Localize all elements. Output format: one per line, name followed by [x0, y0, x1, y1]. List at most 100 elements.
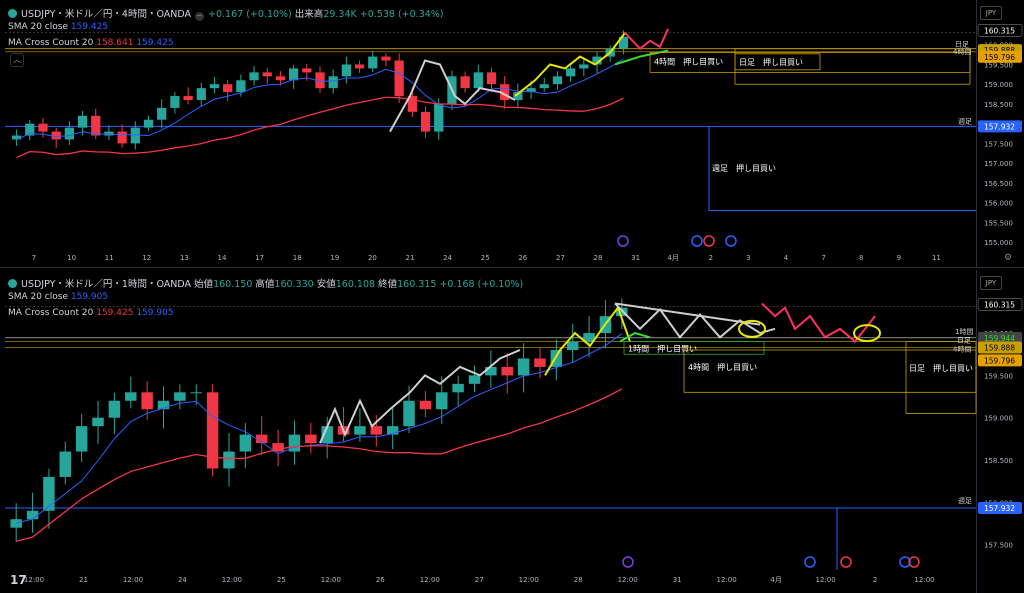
sma-legend[interactable]: SMA 20 close 159.425: [8, 22, 108, 32]
x-tick-label: 31: [631, 254, 640, 262]
currency-button[interactable]: JPY: [980, 276, 1002, 290]
candle-body: [206, 392, 219, 469]
candle-body: [460, 76, 470, 89]
candle-body: [468, 375, 481, 384]
candle-body: [239, 434, 252, 452]
y-tick-label: 159.500: [984, 372, 1013, 380]
symbol-icon: [8, 279, 17, 288]
price-tag-label: 160.315: [984, 26, 1015, 35]
price-change: +0.167 (+0.10%): [208, 9, 292, 20]
candle-body: [288, 434, 301, 452]
ma-cross-value-1: 159.425: [96, 308, 134, 318]
yellow-circle-marker: [853, 324, 881, 343]
candle-body: [550, 350, 563, 367]
y-tick-label: 156.000: [984, 200, 1013, 208]
candle-body: [386, 426, 399, 435]
candle-body: [157, 400, 170, 410]
candle-body: [255, 434, 268, 444]
candle-body: [486, 72, 497, 85]
symbol-title: USDJPY・米ドル／円・1時間・OANDA: [21, 279, 192, 290]
candle-body: [566, 341, 579, 350]
candle-body: [51, 131, 61, 140]
x-tick-label: 10: [67, 254, 76, 262]
x-tick-label: 3: [746, 254, 750, 262]
candle-body: [302, 68, 312, 73]
collapse-legend-icon[interactable]: ︿: [10, 53, 24, 67]
candle-body: [170, 96, 180, 108]
sma-legend[interactable]: SMA 20 close 159.905: [8, 292, 108, 302]
price-tag-label: 159.796: [984, 53, 1015, 62]
price-tag-label: 157.932: [984, 122, 1015, 131]
y-tick-label: 158.500: [984, 101, 1013, 109]
symbol-icon: [8, 9, 17, 18]
candle-body: [370, 426, 383, 435]
close-value: 160.315: [397, 279, 437, 290]
x-tick-label: 24: [443, 254, 452, 262]
visibility-icon[interactable]: −: [195, 12, 205, 21]
x-tick-label: 9: [897, 254, 901, 262]
price-tag: [978, 354, 1022, 367]
chart-canvas-1h[interactable]: 160.300160.000159.500159.000158.500158.0…: [0, 270, 1024, 593]
sma-value: 159.905: [70, 292, 109, 302]
y-tick-label: 155.500: [984, 219, 1013, 227]
x-tick-label: 12:00: [321, 576, 341, 584]
chart-canvas-4h[interactable]: 160.000159.500159.000158.500158.000157.5…: [0, 0, 1024, 268]
candle-body: [539, 84, 549, 89]
legend-symbol-row: USDJPY・米ドル／円・1時間・OANDA 始値160.150 高値160.3…: [8, 276, 523, 290]
price-tag-label: 159.888: [984, 46, 1015, 55]
price-tag: [977, 24, 1023, 37]
yellow-circle-marker: [738, 319, 766, 338]
white-forecast-line: [614, 302, 776, 339]
candle-body: [618, 36, 629, 49]
daily-buy-label-box: [734, 53, 821, 71]
white-wave-line: [319, 349, 521, 444]
y-tick-label: 157.500: [984, 542, 1013, 550]
candle-body: [501, 366, 513, 376]
candle-body: [354, 64, 365, 69]
ma-cross-value-1: 158.641: [96, 38, 134, 48]
green-wave-line: [619, 332, 651, 343]
currency-button[interactable]: JPY: [980, 6, 1002, 20]
x-tick-label: 12:00: [815, 576, 835, 584]
ma-cross-legend[interactable]: MA Cross Count 20 158.641 159.425: [8, 38, 174, 48]
price-change: +0.168 (+0.10%): [439, 279, 524, 290]
candle-body: [579, 64, 589, 69]
candle-body: [473, 72, 483, 89]
x-tick-label: 12: [142, 254, 151, 262]
candle-body: [236, 80, 246, 93]
candle-body: [419, 400, 432, 410]
4h-buy-label: 4時間 押し目買い: [688, 362, 757, 372]
price-tag: [978, 120, 1022, 133]
candle-body: [566, 68, 576, 77]
event-marker-icon: [703, 235, 715, 247]
price-tag-label: 157.932: [984, 504, 1015, 513]
chart-pane-1h[interactable]: USDJPY・米ドル／円・1時間・OANDA 始値160.150 高値160.3…: [0, 270, 1024, 593]
weekly-line-label: 週足: [958, 116, 972, 125]
event-marker-icon: [691, 235, 703, 247]
price-axis[interactable]: [976, 270, 1024, 593]
ma-cross-legend[interactable]: MA Cross Count 20 159.425 159.905: [8, 308, 174, 318]
ma-cross-line: [16, 388, 623, 542]
candle-body: [583, 333, 595, 342]
candle-body: [616, 307, 628, 317]
x-tick-label: 20: [368, 254, 377, 262]
candle-body: [315, 72, 325, 89]
y-tick-label: 155.000: [984, 239, 1013, 247]
y-tick-label: 158.500: [984, 457, 1013, 465]
candle-body: [321, 426, 333, 444]
y-tick-label: 159.500: [984, 61, 1013, 69]
chart-pane-4h[interactable]: USDJPY・米ドル／円・4時間・OANDA − +0.167 (+0.10%) 出…: [0, 0, 1024, 268]
weekly-buy-label: 週足 押し目買い: [712, 163, 776, 173]
event-marker-icon: [804, 556, 816, 568]
x-tick-label: 7: [821, 254, 825, 262]
daily-buy-label: 日足 押し目買い: [909, 363, 973, 373]
4h-line-label: 4時間: [953, 345, 971, 353]
x-tick-label: 4: [784, 254, 789, 262]
x-tick-label: 12:00: [618, 576, 638, 584]
sma-label: SMA 20 close: [8, 22, 68, 32]
candle-body: [513, 92, 523, 100]
candle-body: [91, 115, 101, 136]
candle-body: [249, 72, 259, 81]
price-axis[interactable]: [976, 0, 1024, 268]
price-tag: [978, 502, 1022, 515]
